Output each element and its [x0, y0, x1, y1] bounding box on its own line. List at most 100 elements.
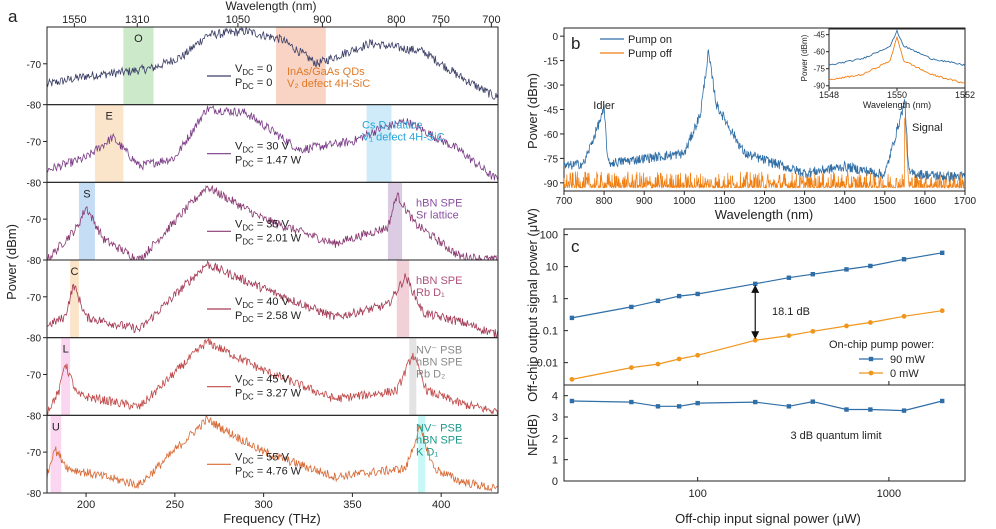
band-L — [61, 337, 71, 416]
panel-a-top-tick-label: 1310 — [125, 14, 149, 26]
panel-c-nf-y-tick-label: 4 — [552, 391, 558, 403]
panel-a-top-tick-label: 700 — [482, 14, 500, 26]
panel-b: b Wavelength (nm) Power (dBm) 700 800 900 1000… — [525, 27, 977, 222]
panel-a-bottom-tick-label: 350 — [343, 499, 361, 511]
point-90mw — [786, 275, 792, 280]
panel-a-y-tick-label: -70 — [27, 293, 42, 304]
point-0mw — [628, 365, 634, 370]
legend-0mw-marker — [868, 370, 874, 376]
inset-y-tick-label: -90 — [813, 82, 825, 91]
spectrum-trace-5 — [46, 415, 498, 493]
panel-a-xlabel: Frequency (THz) — [223, 511, 321, 526]
nf-point — [655, 404, 661, 409]
vdc-label: VDC = 40 V — [235, 296, 290, 310]
panel-a-y-tick-label: -70 — [27, 60, 42, 71]
nf-point — [810, 399, 816, 404]
application-annotation: hBN SPE — [416, 434, 462, 446]
spectrum-trace-4 — [46, 337, 498, 416]
panel-a-ylabel: Power (dBm) — [4, 224, 19, 300]
inset-ylabel: Power (dBm) — [800, 34, 809, 81]
panel-c-nf-y-tick-label: 1 — [552, 455, 558, 467]
panel-c-y-tick-label: 0.1 — [543, 326, 558, 338]
application-annotation: Rb D₁ — [416, 287, 445, 299]
panel-a-y-tick-label: -80 — [27, 489, 42, 500]
nf-point — [844, 407, 849, 412]
point-0mw — [867, 320, 873, 325]
panel-b-y-tick-label: -15 — [544, 57, 559, 68]
nf-point — [901, 408, 907, 413]
legend-0mw-label: 0 mW — [890, 368, 919, 380]
point-90mw — [753, 281, 758, 287]
panel-b-x-tick-label: 1200 — [753, 196, 776, 207]
vdc-label: VDC = 35 V — [235, 218, 290, 232]
point-90mw — [569, 315, 575, 321]
vdc-label: VDC = 30 V — [235, 141, 290, 155]
gain-arrow-head-up — [751, 284, 760, 293]
panel-b-x-tick-label: 1600 — [914, 196, 937, 207]
panel-c-xlabel: Off-chip input signal power (μW) — [675, 511, 861, 526]
legend-title: On-chip pump power: — [829, 339, 934, 351]
panel-b-x-tick-label: 1400 — [834, 196, 857, 207]
application-annotation: Sr lattice — [416, 209, 459, 221]
pdc-label: PDC = 1.47 W — [235, 155, 302, 169]
pump-on-trace — [563, 49, 966, 183]
application-annotation: K D₁ — [416, 446, 438, 458]
panel-c-y-tick-label: 1 — [552, 294, 558, 306]
point-90mw — [676, 293, 682, 299]
vdc-label: VDC = 0 — [235, 63, 272, 77]
panel-c-bottom-frame — [563, 384, 966, 482]
point-90mw — [810, 272, 816, 277]
spectrum-trace-2 — [47, 185, 498, 262]
band-label-E: E — [105, 111, 112, 123]
panel-b-letter: b — [571, 34, 580, 53]
panel-a-top-tick-label: 1550 — [62, 14, 86, 26]
panel-a: a Wavelength (nm) Frequency (THz) Power (dB… — [4, 0, 501, 526]
panel-a-y-tick-label: -80 — [27, 178, 42, 189]
panel-a-y-tick-label: -80 — [27, 334, 42, 345]
band-label-S: S — [83, 188, 90, 200]
panel-a-bottom-tick-label: 400 — [432, 499, 450, 511]
application-annotation: V₁ defect 4H-SiC — [362, 132, 445, 144]
application-band — [418, 415, 426, 493]
panel-c-y-tick-label: 0.01 — [537, 358, 558, 370]
panel-b-xlabel: Wavelength (nm) — [715, 207, 814, 222]
panel-b-x-tick-label: 900 — [636, 196, 653, 207]
inset-y-tick-label: -75 — [813, 65, 825, 74]
panel-c-ylabel-top: Off-chip output signal power (μW) — [525, 208, 540, 402]
panel-c-x-tick-label: 1000 — [877, 488, 901, 500]
application-band — [366, 104, 392, 183]
application-annotation: hBN SPE — [416, 275, 462, 287]
inset-y-tick-label: -60 — [813, 48, 825, 57]
panel-a-top-tick-label: 750 — [432, 14, 450, 26]
nf-point — [629, 399, 634, 405]
panel-c-nf-y-tick-label: 2 — [552, 433, 558, 445]
point-90mw — [629, 304, 634, 310]
panel-a-y-tick-label: -80 — [27, 101, 42, 112]
panel-a-y-tick-label: -70 — [27, 370, 42, 381]
point-90mw — [844, 267, 849, 272]
pump-off-trace — [563, 117, 966, 189]
gain-label: 18.1 dB — [772, 306, 810, 318]
panel-b-x-tick-label: 1100 — [714, 196, 736, 207]
gain-arrow-head-down — [751, 331, 760, 340]
legend-90mw-marker — [868, 356, 874, 362]
panel-c-nf-y-tick-label: 3 — [552, 412, 558, 424]
application-annotation: Rb D₂ — [416, 369, 445, 381]
point-90mw — [868, 263, 873, 269]
point-90mw — [901, 257, 907, 262]
inset-y-tick-label: -45 — [813, 31, 825, 40]
nf-line — [571, 400, 943, 412]
inset-frame — [828, 28, 966, 89]
panel-c-nf-y-tick-label: 0 — [552, 476, 558, 488]
panel-a-top-tick-label: 800 — [387, 14, 405, 26]
panel-b-x-tick-label: 1700 — [954, 196, 977, 207]
panel-a-y-tick-label: -70 — [27, 448, 42, 459]
spectrum-trace-0 — [46, 26, 498, 100]
